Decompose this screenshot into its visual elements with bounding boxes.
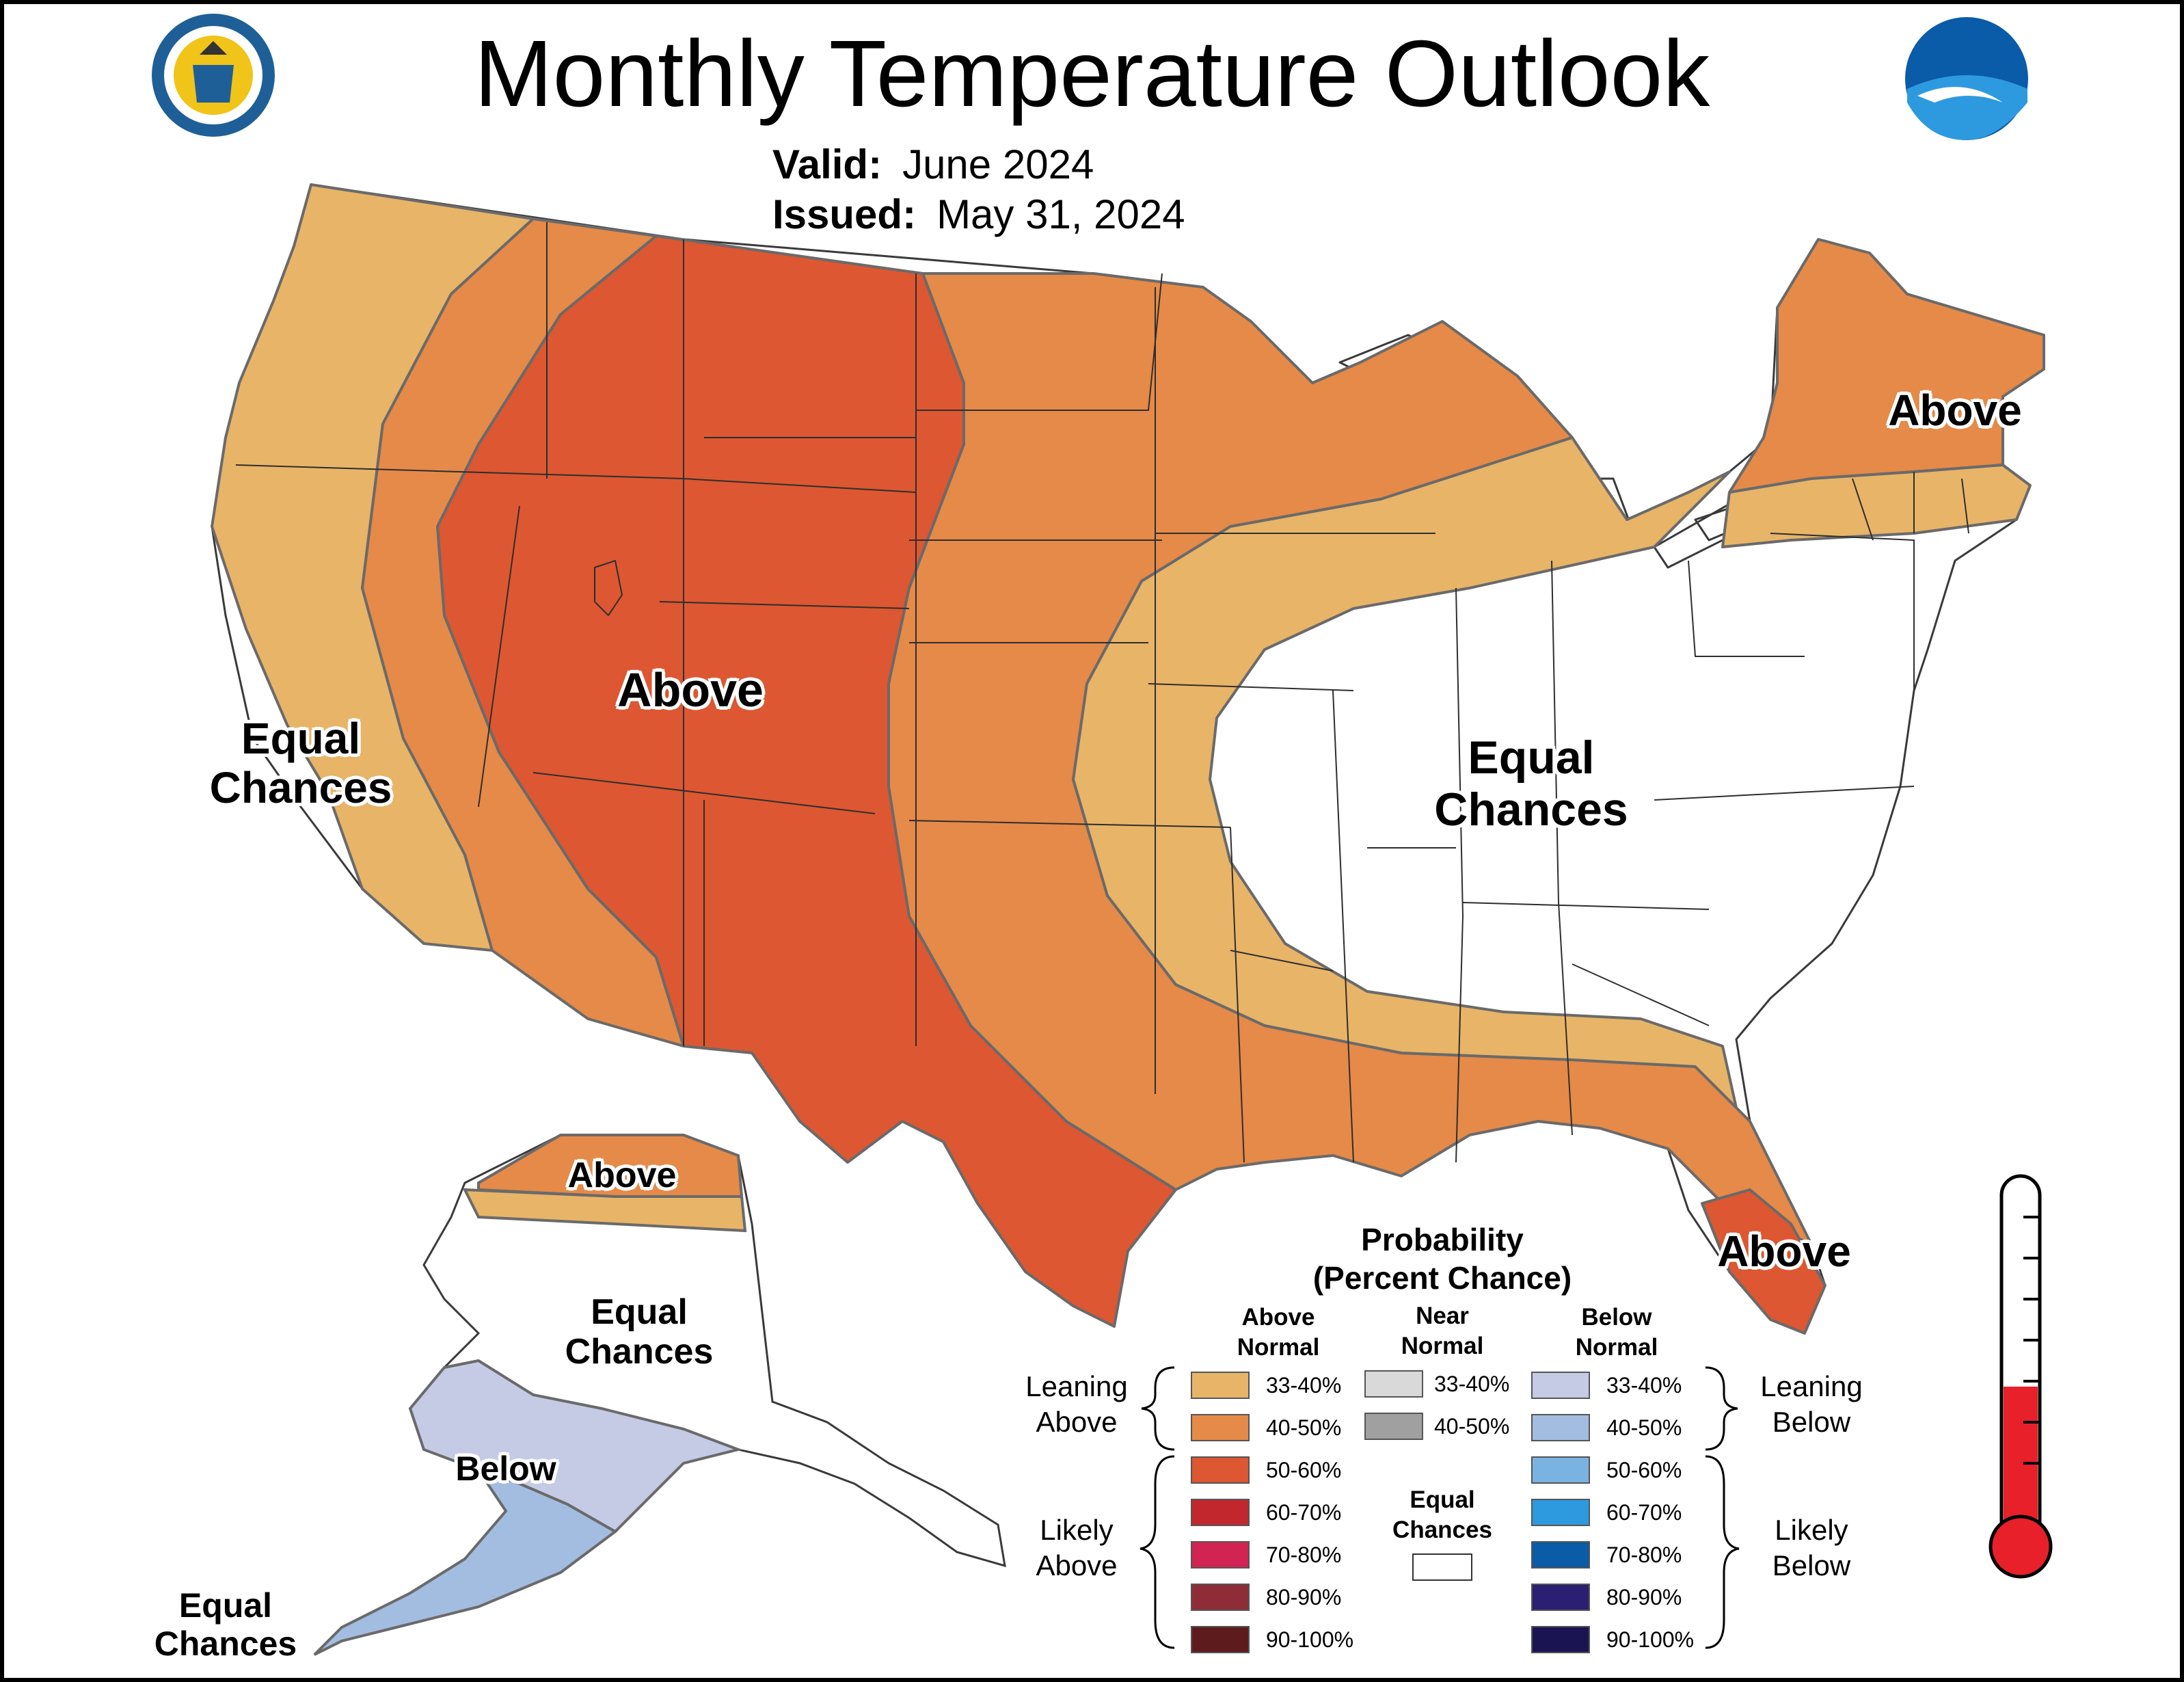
legend-likely-above: Likely Above xyxy=(1036,1514,1118,1581)
legend-below-swatch-label: 40-50% xyxy=(1606,1415,1682,1440)
legend-braces xyxy=(1140,1366,1740,1649)
legend-below-swatch xyxy=(1531,1372,1590,1399)
legend-col-above: Above Normal xyxy=(1237,1304,1320,1361)
zone-florida-50-60 xyxy=(1701,1188,1826,1335)
great-salt-lake xyxy=(594,560,623,616)
legend-near-swatch-label: 40-50% xyxy=(1434,1414,1510,1439)
legend-leaning-below: Leaning Below xyxy=(1760,1370,1863,1438)
issued-value: May 31, 2024 xyxy=(936,191,1185,237)
legend-above-swatch xyxy=(1191,1626,1250,1653)
valid-label: Valid: xyxy=(772,142,882,187)
label-florida-above: Above xyxy=(1717,1227,1851,1276)
legend-above-swatch xyxy=(1191,1456,1250,1484)
legend-below-swatch-label: 50-60% xyxy=(1606,1458,1682,1482)
legend-below-swatch-label: 70-80% xyxy=(1606,1543,1682,1567)
conus-map xyxy=(211,183,2045,1335)
zone-plains-40-50 xyxy=(887,272,1813,1246)
legend-near-swatch-label: 33-40% xyxy=(1434,1372,1510,1396)
label-east-equal-chances: Equal Chances xyxy=(1434,732,1628,836)
zone-central-33-40 xyxy=(1072,436,1738,1109)
alaska-map xyxy=(313,1134,1006,1656)
legend-above-swatch-label: 50-60% xyxy=(1266,1458,1342,1482)
noaa-logo-icon xyxy=(1905,17,2028,140)
legend-equal-chances: Equal Chances xyxy=(1392,1486,1492,1543)
legend-below-swatch xyxy=(1531,1414,1590,1441)
valid-date: Valid: June 2024 xyxy=(772,140,1094,189)
legend-below-swatch-label: 60-70% xyxy=(1606,1500,1682,1525)
legend-near-swatch xyxy=(1364,1370,1423,1398)
legend-below-swatch-label: 33-40% xyxy=(1606,1373,1682,1398)
legend-col-below: Below Normal xyxy=(1575,1304,1658,1361)
legend-above-swatch-label: 40-50% xyxy=(1266,1415,1342,1440)
zone-northeast-40-50 xyxy=(1728,238,2045,494)
thermometer-icon xyxy=(1988,1174,2053,1579)
zone-alaska-below-40-50 xyxy=(313,1467,618,1656)
legend-above-swatch xyxy=(1191,1499,1250,1526)
label-aleutian-equal-chances: Equal Chances xyxy=(154,1586,297,1663)
state-borders xyxy=(235,222,1969,1163)
legend-above-swatch-label: 60-70% xyxy=(1266,1500,1342,1525)
legend-below-swatch-label: 90-100% xyxy=(1606,1627,1695,1652)
legend-above-swatch xyxy=(1191,1584,1250,1611)
zone-alaska-north-33-40 xyxy=(462,1188,747,1233)
label-alaska-below: Below xyxy=(455,1450,556,1488)
legend-title: Probability (Percent Chance) xyxy=(1312,1222,1572,1296)
legend-below-swatch xyxy=(1531,1626,1590,1653)
legend-above-swatch-label: 70-80% xyxy=(1266,1543,1342,1567)
legend-leaning-above: Leaning Above xyxy=(1025,1370,1128,1438)
legend-above-swatch-label: 33-40% xyxy=(1266,1373,1342,1398)
valid-value: June 2024 xyxy=(902,142,1094,187)
issued-label: Issued: xyxy=(772,191,917,237)
legend-below-swatch-label: 80-90% xyxy=(1606,1585,1682,1610)
legend-equal-chances-swatch xyxy=(1412,1553,1472,1581)
label-northeast-above: Above xyxy=(1888,386,2022,435)
legend-above-swatch-label: 90-100% xyxy=(1266,1627,1354,1652)
legend-above-swatch xyxy=(1191,1372,1250,1399)
legend-above-swatch xyxy=(1191,1414,1250,1441)
label-alaska-north-above: Above xyxy=(567,1156,677,1195)
legend-above-swatch-label: 80-90% xyxy=(1266,1585,1342,1610)
page-title: Monthly Temperature Outlook xyxy=(474,21,1710,126)
label-alaska-equal-chances: Equal Chances xyxy=(565,1292,714,1372)
legend-below-swatch xyxy=(1531,1499,1590,1526)
legend-likely-below: Likely Below xyxy=(1772,1514,1851,1581)
legend-above-swatch xyxy=(1191,1541,1250,1568)
issued-date: Issued: May 31, 2024 xyxy=(772,190,1185,239)
legend-col-near: Near Normal xyxy=(1401,1303,1484,1359)
label-west-equal-chances: Equal Chances xyxy=(209,714,392,812)
label-rockies-above: Above xyxy=(617,663,764,717)
commerce-seal-icon xyxy=(152,14,275,137)
legend-below-swatch xyxy=(1531,1541,1590,1568)
zone-northeast-33-40 xyxy=(1721,464,2032,548)
zone-alaska-below-33-40 xyxy=(408,1359,743,1534)
legend-below-swatch xyxy=(1531,1584,1590,1611)
legend-near-swatch xyxy=(1364,1413,1423,1440)
legend-below-swatch xyxy=(1531,1456,1590,1484)
